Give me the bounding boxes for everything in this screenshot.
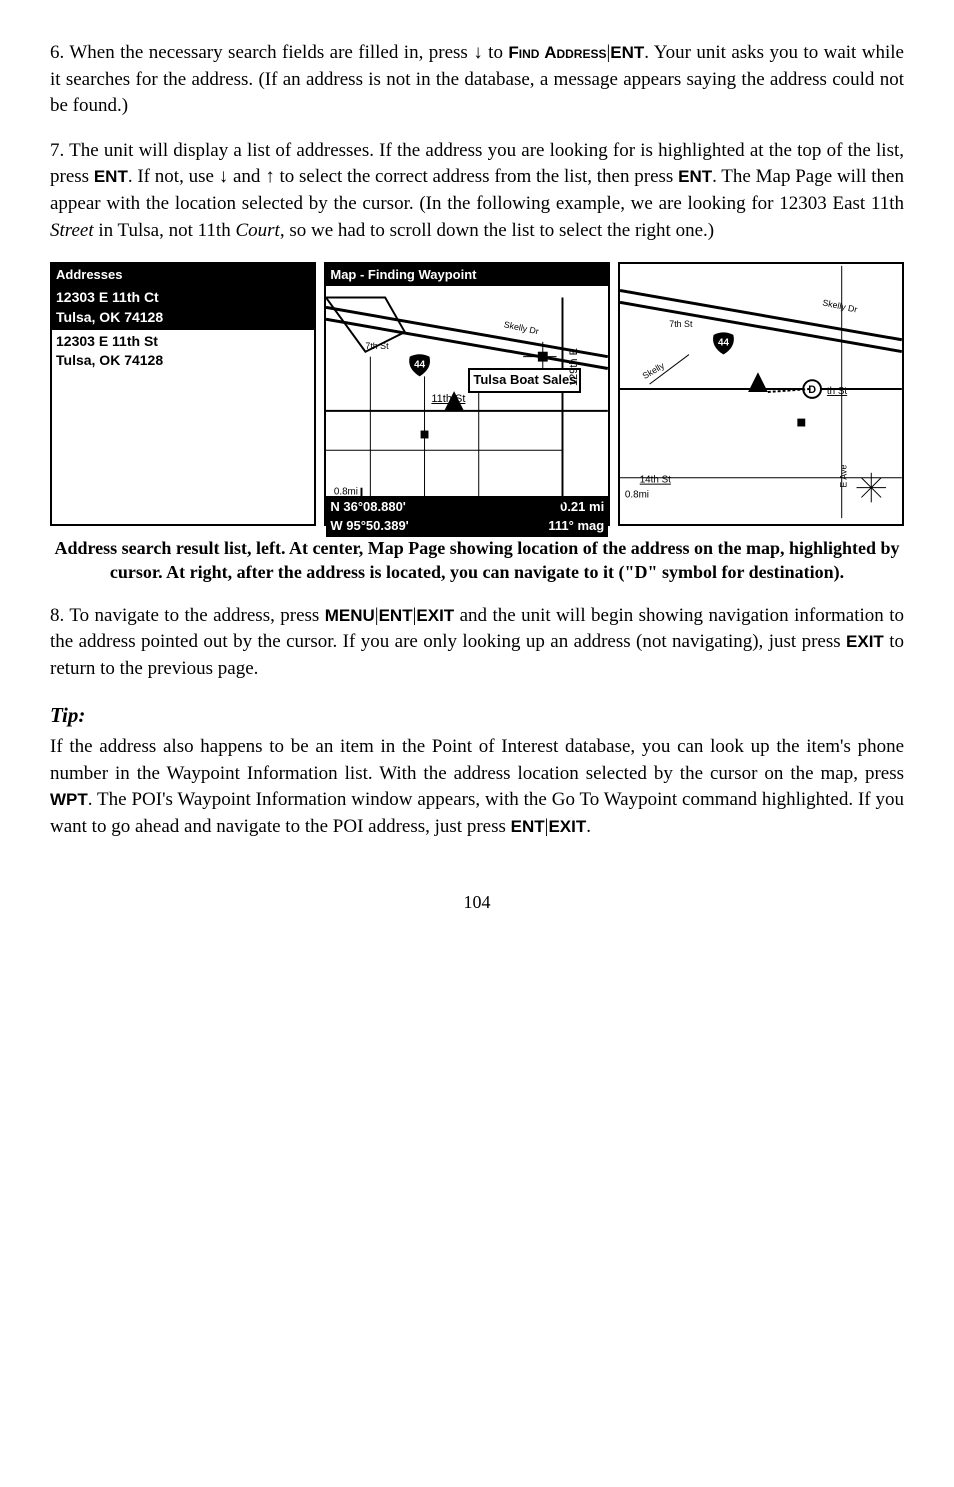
tip-t3: . bbox=[586, 816, 591, 837]
svg-text:th St: th St bbox=[827, 386, 848, 397]
addr2-l2: Tulsa, OK 74128 bbox=[56, 351, 310, 371]
addr2-l1: 12303 E 11th St bbox=[56, 332, 310, 352]
svg-text:44: 44 bbox=[415, 360, 426, 371]
ent-cmd: ENT bbox=[610, 43, 644, 62]
figure-map-finding: Map - Finding Waypoint 44 bbox=[324, 262, 610, 526]
svg-text:44: 44 bbox=[718, 338, 729, 349]
p7-t2: . If not, use ↓ and ↑ to select the corr… bbox=[128, 166, 678, 187]
menu-cmd: MENU bbox=[325, 606, 375, 625]
svg-text:7th St: 7th St bbox=[366, 341, 390, 351]
ent-cmd: ENT bbox=[379, 606, 413, 625]
paragraph-8: 8. To navigate to the address, press MEN… bbox=[50, 603, 904, 683]
address-item-selected: 12303 E 11th Ct Tulsa, OK 74128 bbox=[52, 286, 314, 329]
svg-text:0.8mi: 0.8mi bbox=[334, 487, 358, 498]
exit-cmd: EXIT bbox=[548, 817, 586, 836]
tip-body: If the address also happens to be an ite… bbox=[50, 734, 904, 840]
svg-text:E Ave: E Ave bbox=[839, 465, 849, 488]
find-address-cmd: Find Address bbox=[508, 43, 606, 62]
figure-caption: Address search result list, left. At cen… bbox=[50, 536, 904, 585]
tip-t2: . The POI's Waypoint Information window … bbox=[50, 789, 904, 837]
svg-text:0.8mi: 0.8mi bbox=[625, 490, 649, 501]
tooltip-poi: Tulsa Boat Sales bbox=[468, 368, 581, 392]
paragraph-7: 7. The unit will display a list of addre… bbox=[50, 138, 904, 244]
ent1: ENT bbox=[94, 167, 128, 186]
svg-text:Skelly Dr: Skelly Dr bbox=[822, 298, 859, 315]
addr1-l1: 12303 E 11th Ct bbox=[56, 288, 310, 308]
wpt-cmd: WPT bbox=[50, 790, 88, 809]
ent-cmd: ENT bbox=[511, 817, 545, 836]
court-italic: Court bbox=[235, 220, 279, 241]
map-svg: 44 7th St Skelly Dr 0.8mi bbox=[326, 286, 608, 516]
svg-text:D: D bbox=[808, 384, 816, 396]
page-number: 104 bbox=[50, 890, 904, 915]
figure-map-nav: 44 D 7th St Skelly Dr Skelly th St 14th … bbox=[618, 262, 904, 526]
p8-t1: 8. To navigate to the address, press bbox=[50, 605, 325, 626]
bearing: 111° mag bbox=[548, 517, 604, 535]
svg-text:7th St: 7th St bbox=[669, 319, 693, 329]
svg-text:Skelly: Skelly bbox=[641, 360, 667, 381]
street-11th: 11th St bbox=[431, 392, 465, 407]
p6-text: 6. When the necessary search fields are … bbox=[50, 42, 508, 63]
addresses-titlebar: Addresses bbox=[52, 264, 314, 286]
coord-w: W 95°50.389' bbox=[330, 517, 408, 535]
exit-cmd: EXIT bbox=[416, 606, 454, 625]
exit2-cmd: EXIT bbox=[846, 632, 884, 651]
street-italic: Street bbox=[50, 220, 94, 241]
p7-t4: in Tulsa, not 11th bbox=[94, 220, 236, 241]
address-list: 12303 E 11th Ct Tulsa, OK 74128 12303 E … bbox=[52, 286, 314, 372]
svg-text:Skelly Dr: Skelly Dr bbox=[503, 320, 540, 337]
ent2: ENT bbox=[678, 167, 712, 186]
paragraph-6: 6. When the necessary search fields are … bbox=[50, 40, 904, 120]
street-129th: 129th E bbox=[567, 348, 582, 386]
addr1-l2: Tulsa, OK 74128 bbox=[56, 308, 310, 328]
svg-text:14th St: 14th St bbox=[640, 475, 671, 486]
map-svg-3: 44 D 7th St Skelly Dr Skelly th St 14th … bbox=[620, 264, 902, 520]
map-titlebar: Map - Finding Waypoint bbox=[326, 264, 608, 286]
figure-addresses: Addresses 12303 E 11th Ct Tulsa, OK 7412… bbox=[50, 262, 316, 526]
tip-heading: Tip: bbox=[50, 701, 904, 730]
address-item: 12303 E 11th St Tulsa, OK 74128 bbox=[52, 330, 314, 373]
p7-t5: , so we had to scroll down the list to s… bbox=[280, 220, 714, 241]
tip-t1: If the address also happens to be an ite… bbox=[50, 736, 904, 784]
figure-row: Addresses 12303 E 11th Ct Tulsa, OK 7412… bbox=[50, 262, 904, 526]
